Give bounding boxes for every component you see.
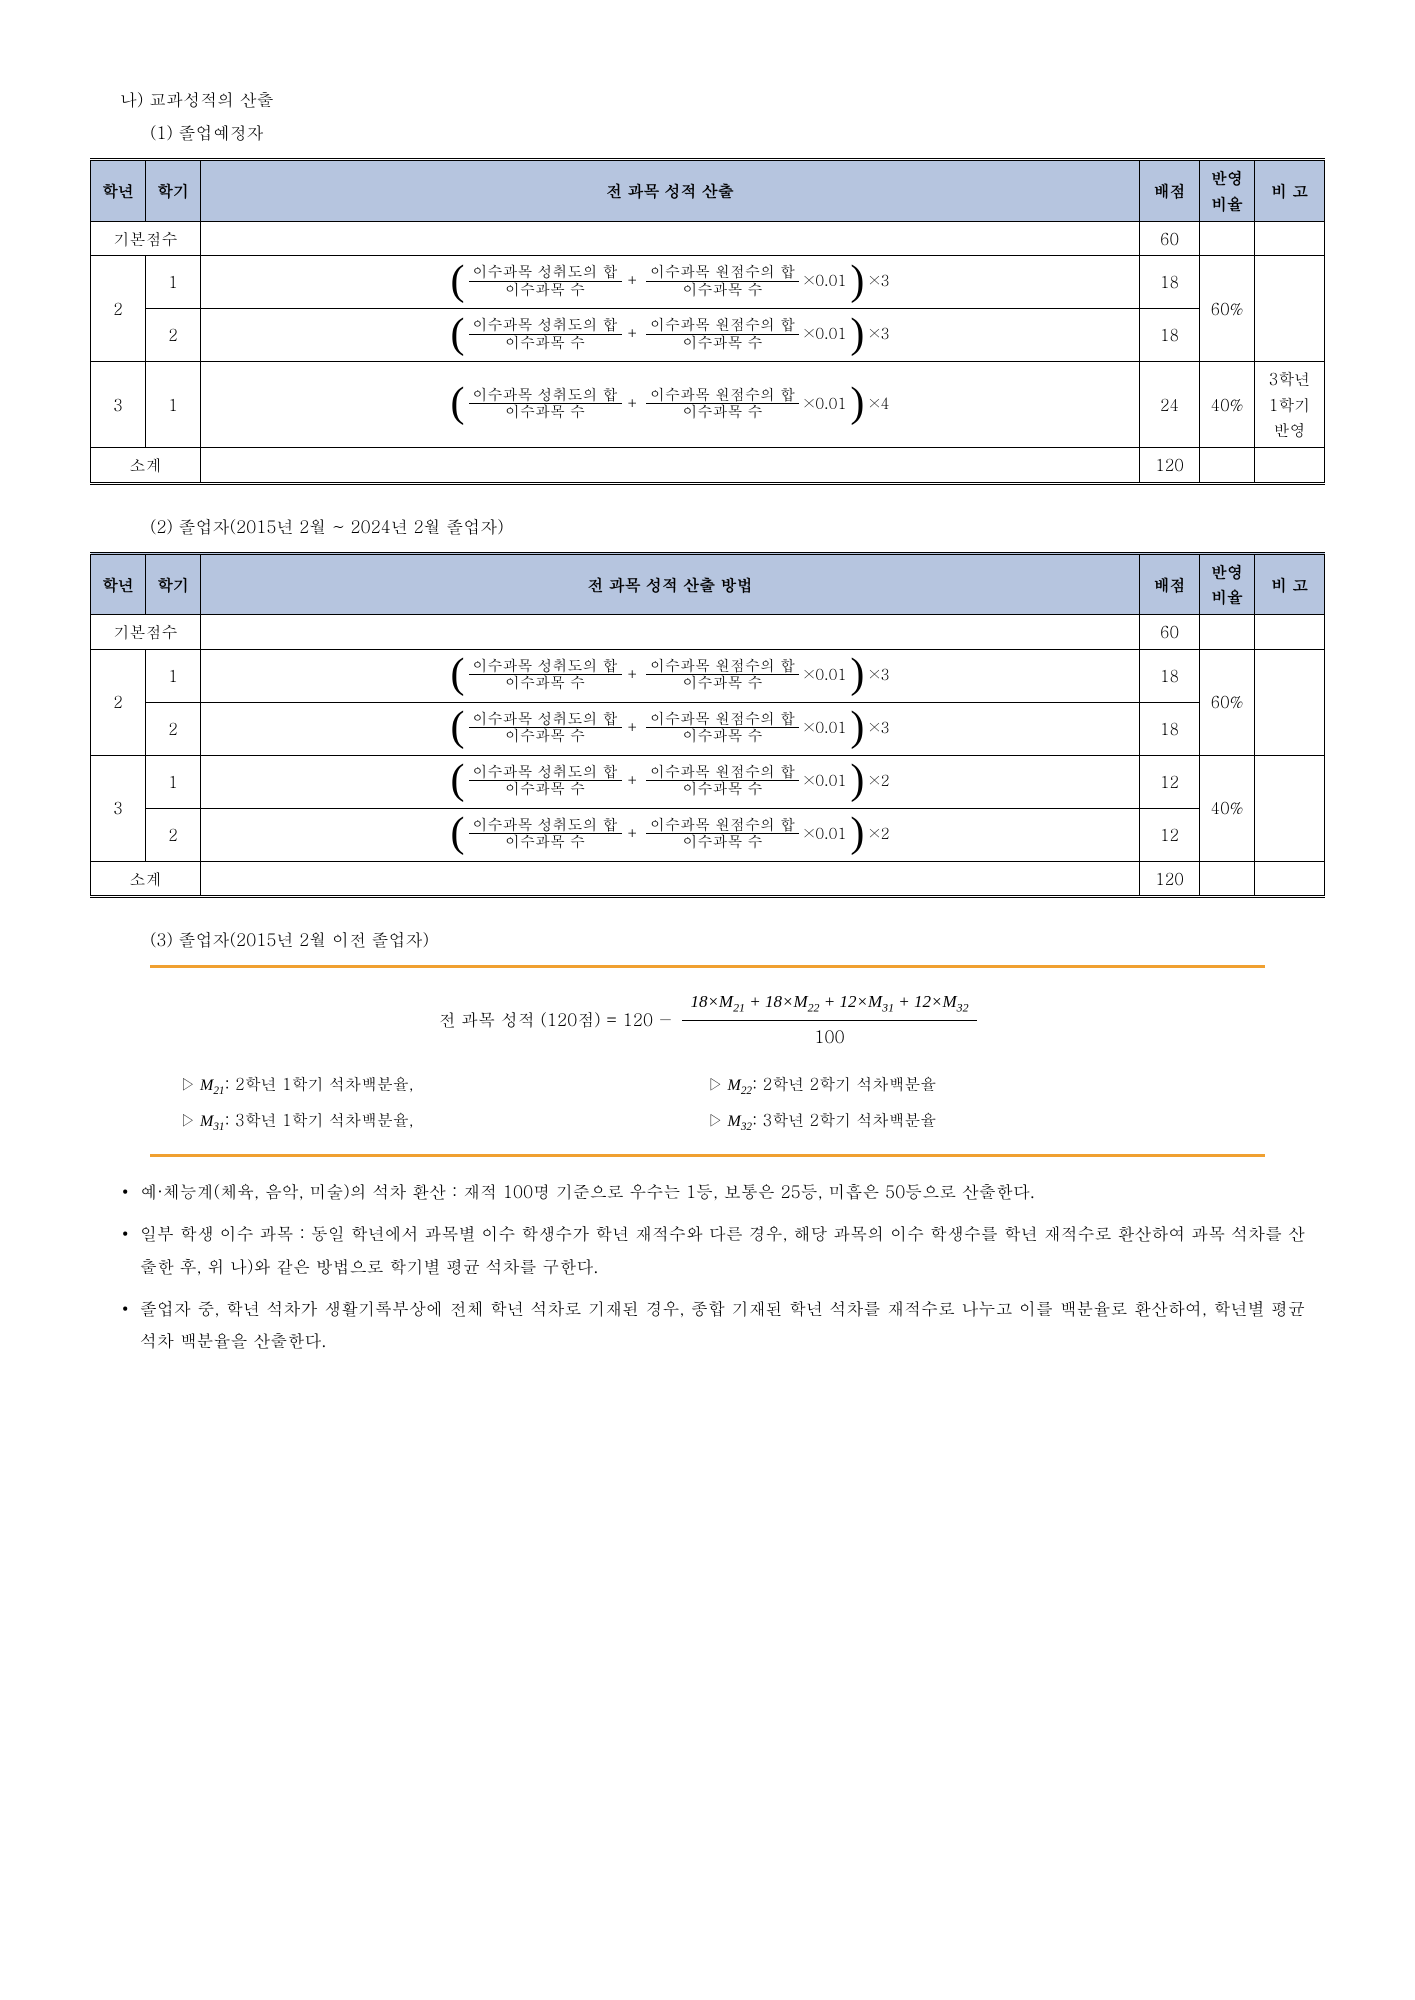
base-score-value: 60: [1140, 221, 1200, 256]
col-method: 전 과목 성적 산출: [201, 160, 1140, 221]
col-note: 비 고: [1255, 553, 1325, 614]
empty-cell: [201, 447, 1140, 483]
notes-list: 예·체능계(체육, 음악, 미술)의 석차 환산 : 재적 100명 기준으로 …: [90, 1175, 1325, 1356]
sem-cell: 1: [146, 649, 201, 702]
empty-cell: [1255, 755, 1325, 861]
base-score-label: 기본점수: [91, 614, 201, 649]
empty-cell: [1200, 447, 1255, 483]
score-cell: 18: [1140, 649, 1200, 702]
score-cell: 12: [1140, 808, 1200, 861]
note-item: 예·체능계(체육, 음악, 미술)의 석차 환산 : 재적 100명 기준으로 …: [122, 1175, 1305, 1207]
empty-cell: [201, 614, 1140, 649]
formula-cell: ( 이수과목 성취도의 합이수과목 수 + 이수과목 원점수의 합이수과목 수 …: [201, 755, 1140, 808]
grade-cell: 2: [91, 256, 146, 362]
empty-cell: [201, 861, 1140, 897]
formula-cell: ( 이수과목 성취도의 합이수과목 수 + 이수과목 원점수의 합이수과목 수 …: [201, 649, 1140, 702]
col-method: 전 과목 성적 산출 방법: [201, 553, 1140, 614]
note-cell: 3학년 1학기 반영: [1255, 362, 1325, 448]
score-cell: 18: [1140, 309, 1200, 362]
grade-cell: 2: [91, 649, 146, 755]
empty-cell: [1255, 649, 1325, 755]
col-score: 배점: [1140, 553, 1200, 614]
main-equation: 전 과목 성적 (120점) = 120 − 18×M21 + 18×M22 +…: [162, 986, 1253, 1052]
col-grade: 학년: [91, 553, 146, 614]
equation-denominator: 100: [806, 1021, 852, 1052]
empty-cell: [1200, 221, 1255, 256]
ratio-cell: 60%: [1200, 649, 1255, 755]
ratio-cell: 40%: [1200, 755, 1255, 861]
col-sem: 학기: [146, 160, 201, 221]
col-sem: 학기: [146, 553, 201, 614]
def-m21: ▷M21: 2학년 1학기 석차백분율,: [180, 1068, 708, 1104]
equation-numerator: 18×M21 + 18×M22 + 12×M31 + 12×M32: [682, 986, 976, 1020]
col-ratio: 반영 비율: [1200, 160, 1255, 221]
subtotal-label: 소계: [91, 861, 201, 897]
sem-cell: 1: [146, 755, 201, 808]
equation-lhs: 전 과목 성적 (120점) = 120 −: [438, 1006, 672, 1033]
empty-cell: [1200, 861, 1255, 897]
note-item: 일부 학생 이수 과목 : 동일 학년에서 과목별 이수 학생수가 학년 재적수…: [122, 1217, 1305, 1282]
ratio-cell: 40%: [1200, 362, 1255, 448]
def-m31: ▷M31: 3학년 1학기 석차백분율,: [180, 1104, 708, 1140]
empty-cell: [1255, 614, 1325, 649]
empty-cell: [1255, 256, 1325, 362]
col-ratio: 반영 비율: [1200, 553, 1255, 614]
subsection-1-heading: (1) 졸업예정자: [150, 119, 1325, 146]
score-cell: 12: [1140, 755, 1200, 808]
section-heading: 나) 교과성적의 산출: [120, 86, 1325, 113]
score-cell: 18: [1140, 256, 1200, 309]
table-graduate: 학년 학기 전 과목 성적 산출 방법 배점 반영 비율 비 고 기본점수 60…: [90, 552, 1325, 898]
sem-cell: 1: [146, 256, 201, 309]
grade-cell: 3: [91, 362, 146, 448]
subtotal-value: 120: [1140, 447, 1200, 483]
sem-cell: 2: [146, 309, 201, 362]
grade-cell: 3: [91, 755, 146, 861]
empty-cell: [1255, 861, 1325, 897]
score-cell: 24: [1140, 362, 1200, 448]
def-m22: ▷M22: 2학년 2학기 석차백분율: [708, 1068, 1236, 1104]
subtotal-value: 120: [1140, 861, 1200, 897]
def-m32: ▷M32: 3학년 2학기 석차백분율: [708, 1104, 1236, 1140]
sem-cell: 2: [146, 808, 201, 861]
base-score-label: 기본점수: [91, 221, 201, 256]
note-item: 졸업자 중, 학년 석차가 생활기록부상에 전체 학년 석차로 기재된 경우, …: [122, 1292, 1305, 1357]
subsection-2-heading: (2) 졸업자(2015년 2월 ~ 2024년 2월 졸업자): [150, 513, 1325, 540]
ratio-cell: 60%: [1200, 256, 1255, 362]
sem-cell: 1: [146, 362, 201, 448]
empty-cell: [201, 221, 1140, 256]
formula-cell: ( 이수과목 성취도의 합이수과목 수 + 이수과목 원점수의 합이수과목 수 …: [201, 362, 1140, 448]
col-grade: 학년: [91, 160, 146, 221]
empty-cell: [1255, 447, 1325, 483]
formula-cell: ( 이수과목 성취도의 합이수과목 수 + 이수과목 원점수의 합이수과목 수 …: [201, 256, 1140, 309]
empty-cell: [1200, 614, 1255, 649]
equation-box: 전 과목 성적 (120점) = 120 − 18×M21 + 18×M22 +…: [150, 965, 1265, 1157]
subtotal-label: 소계: [91, 447, 201, 483]
subsection-3-heading: (3) 졸업자(2015년 2월 이전 졸업자): [150, 926, 1325, 953]
col-note: 비 고: [1255, 160, 1325, 221]
formula-cell: ( 이수과목 성취도의 합이수과목 수 + 이수과목 원점수의 합이수과목 수 …: [201, 702, 1140, 755]
table-expected-grad: 학년 학기 전 과목 성적 산출 배점 반영 비율 비 고 기본점수 60 2 …: [90, 158, 1325, 484]
empty-cell: [1255, 221, 1325, 256]
score-cell: 18: [1140, 702, 1200, 755]
symbol-definitions: ▷M21: 2학년 1학기 석차백분율, ▷M22: 2학년 2학기 석차백분율…: [162, 1068, 1253, 1140]
sem-cell: 2: [146, 702, 201, 755]
formula-cell: ( 이수과목 성취도의 합이수과목 수 + 이수과목 원점수의 합이수과목 수 …: [201, 808, 1140, 861]
col-score: 배점: [1140, 160, 1200, 221]
formula-cell: ( 이수과목 성취도의 합이수과목 수 + 이수과목 원점수의 합이수과목 수 …: [201, 309, 1140, 362]
base-score-value: 60: [1140, 614, 1200, 649]
